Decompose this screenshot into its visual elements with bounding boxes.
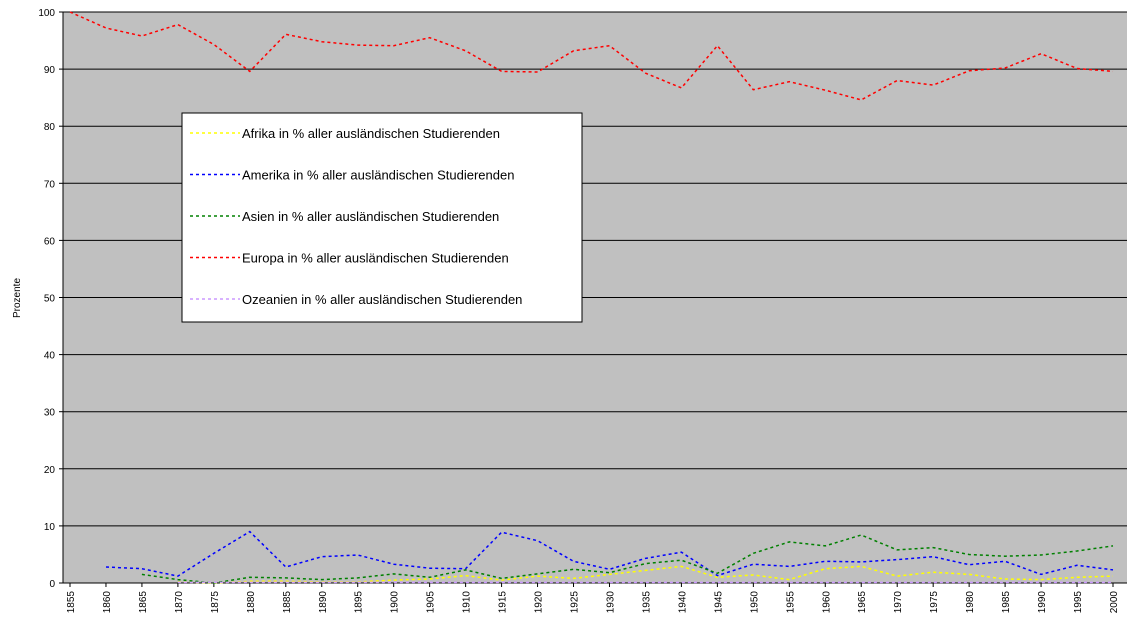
y-tick-label: 10 (44, 522, 56, 533)
y-tick-label: 20 (44, 465, 56, 476)
x-tick-label: 1950 (749, 591, 760, 614)
y-tick-label: 30 (44, 408, 56, 419)
x-tick-label: 1885 (282, 591, 293, 614)
x-tick-label: 1955 (785, 591, 796, 614)
x-tick-label: 1855 (66, 591, 77, 614)
x-tick-label: 1920 (534, 591, 545, 614)
y-tick-label: 0 (49, 579, 55, 590)
y-tick-label: 50 (44, 294, 56, 305)
x-tick-label: 1990 (1037, 591, 1048, 614)
y-axis-label: Prozente (12, 278, 23, 318)
legend-label: Europa in % aller ausländischen Studiere… (242, 251, 509, 266)
x-tick-label: 1895 (354, 591, 365, 614)
x-tick-label: 1935 (641, 591, 652, 614)
x-tick-label: 1975 (929, 591, 940, 614)
series-line (69, 11, 1114, 101)
x-tick-label: 1870 (174, 591, 185, 614)
x-tick-label: 1860 (102, 591, 113, 614)
y-tick-label: 80 (44, 122, 56, 133)
series-line (141, 534, 1114, 584)
x-tick-label: 1940 (677, 591, 688, 614)
legend-label: Ozeanien in % aller ausländischen Studie… (242, 292, 522, 307)
x-tick-label: 1980 (965, 591, 976, 614)
x-tick-label: 1905 (426, 591, 437, 614)
x-tick-label: 1985 (1001, 591, 1012, 614)
legend-label: Amerika in % aller ausländischen Studier… (242, 168, 514, 183)
x-tick-label: 1865 (138, 591, 149, 614)
legend-box (181, 112, 583, 323)
x-tick-label: 1880 (246, 591, 257, 614)
x-tick-label: 1875 (210, 591, 221, 614)
y-tick-label: 40 (44, 351, 56, 362)
y-tick-label: 70 (44, 179, 56, 190)
x-tick-label: 1970 (893, 591, 904, 614)
x-tick-label: 1915 (498, 591, 509, 614)
y-tick-label: 100 (38, 8, 55, 19)
x-tick-label: 1900 (390, 591, 401, 614)
legend-label: Asien in % aller ausländischen Studieren… (242, 209, 499, 224)
y-tick-label: 90 (44, 65, 56, 76)
x-tick-label: 2000 (1109, 591, 1120, 614)
x-tick-label: 1960 (821, 591, 832, 614)
x-tick-label: 1965 (857, 591, 868, 614)
x-tick-label: 1910 (462, 591, 473, 614)
x-tick-label: 1945 (713, 591, 724, 614)
x-tick-label: 1925 (570, 591, 581, 614)
x-tick-label: 1930 (605, 591, 616, 614)
x-tick-label: 1995 (1073, 591, 1084, 614)
series-line (177, 565, 1114, 584)
x-tick-label: 1890 (318, 591, 329, 614)
legend-label: Afrika in % aller ausländischen Studiere… (242, 126, 500, 141)
y-tick-label: 60 (44, 236, 56, 247)
